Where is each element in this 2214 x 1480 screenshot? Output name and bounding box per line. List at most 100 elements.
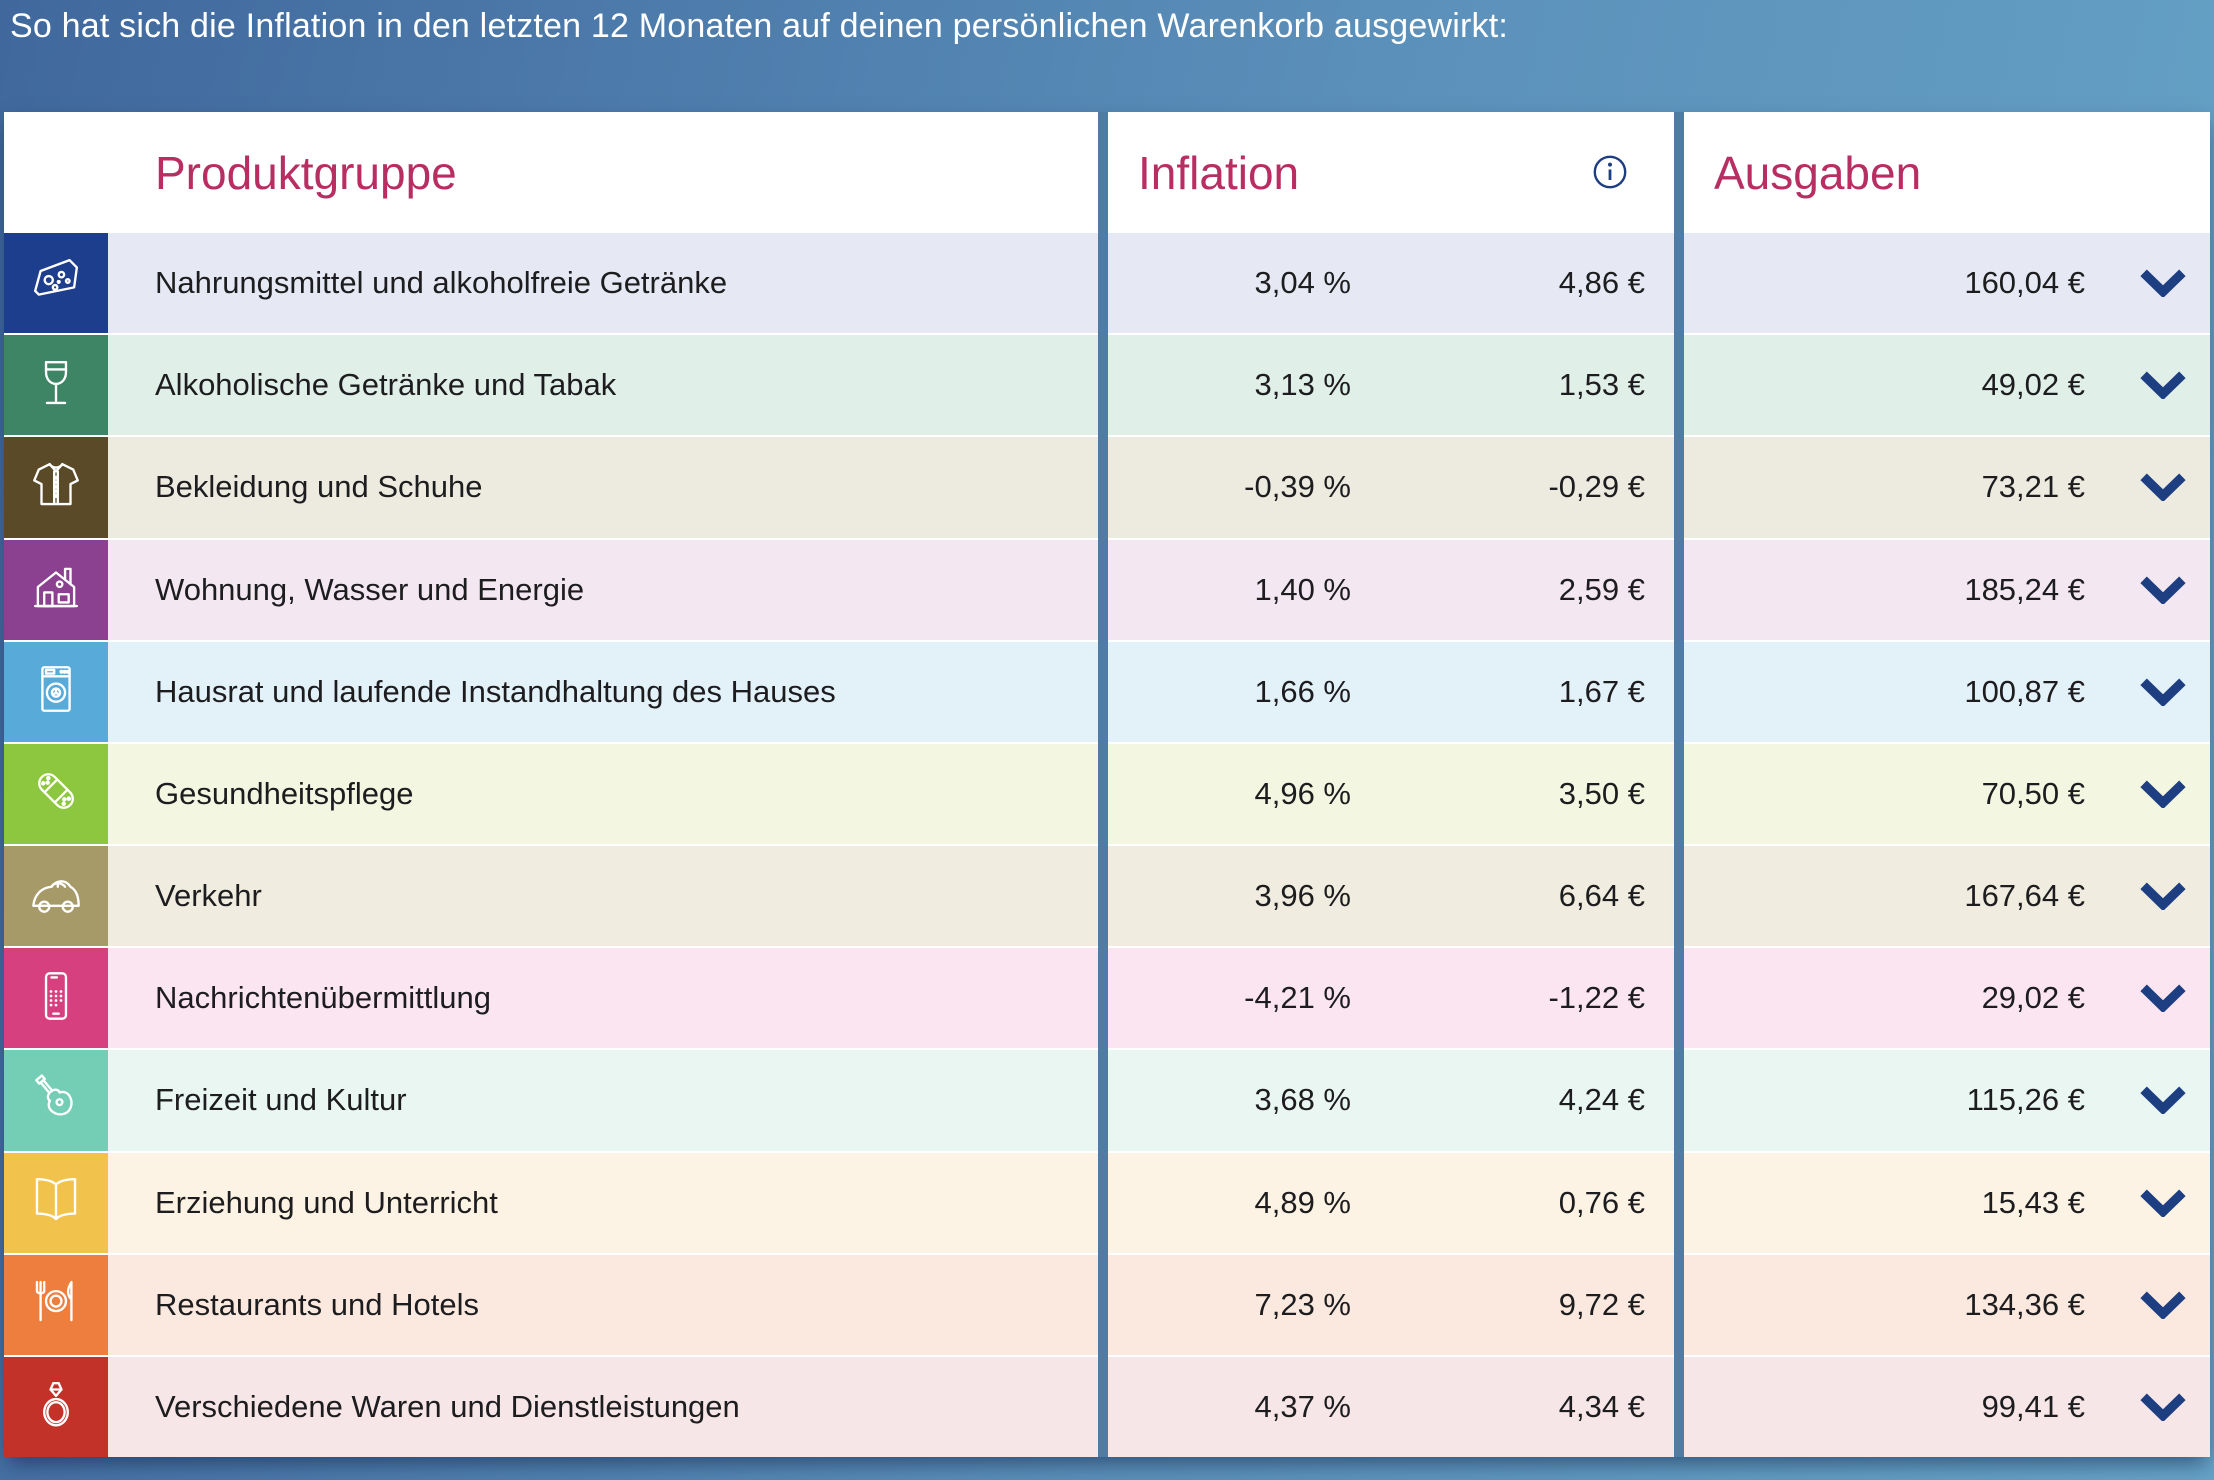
page-title: So hat sich die Inflation in den letzten… bbox=[10, 7, 1509, 45]
expenses-value: 49,02 € bbox=[1981, 367, 2085, 403]
inflation-euro-value: 4,86 € bbox=[1558, 265, 1645, 301]
inflation-percent-value: 3,04 % bbox=[1254, 265, 1351, 301]
expenses-value: 99,41 € bbox=[1981, 1388, 2085, 1424]
category-icon-tile bbox=[4, 437, 108, 538]
expand-row-button[interactable] bbox=[2139, 984, 2187, 1013]
inflation-percent-value: 7,23 % bbox=[1254, 1286, 1351, 1322]
ring-icon bbox=[27, 1375, 85, 1438]
chevron-down-icon bbox=[2140, 1291, 2186, 1319]
inflation-euro-value: 0,76 € bbox=[1558, 1184, 1645, 1220]
inflation-percent-value: 3,68 % bbox=[1254, 1082, 1351, 1118]
cheese-icon bbox=[27, 252, 85, 315]
book-icon bbox=[27, 1171, 85, 1234]
chevron-down-icon bbox=[2140, 576, 2186, 604]
category-label: Alkoholische Getränke und Tabak bbox=[155, 367, 617, 403]
category-icon-tile bbox=[4, 1254, 108, 1355]
inflation-table: Produktgruppe Inflation Ausgaben Nahrung… bbox=[4, 112, 2210, 1458]
expand-row-button[interactable] bbox=[2139, 678, 2187, 706]
category-icon-tile bbox=[4, 743, 108, 845]
chevron-down-icon bbox=[2140, 473, 2186, 502]
inflation-percent-value: 1,66 % bbox=[1254, 673, 1351, 709]
inflation-euro-value: 9,72 € bbox=[1558, 1286, 1645, 1322]
expand-row-button[interactable] bbox=[2139, 1086, 2187, 1115]
inflation-euro-value: 4,34 € bbox=[1558, 1388, 1645, 1424]
category-label: Verkehr bbox=[155, 878, 262, 914]
inflation-euro-value: -0,29 € bbox=[1548, 469, 1645, 505]
inflation-euro-value: 6,64 € bbox=[1558, 878, 1645, 914]
category-label: Bekleidung und Schuhe bbox=[155, 469, 483, 505]
inflation-euro-value: 4,24 € bbox=[1558, 1082, 1645, 1118]
table-row[interactable]: Erziehung und Unterricht 4,89 % 0,76 € 1… bbox=[4, 1152, 2210, 1253]
expand-row-button[interactable] bbox=[2139, 269, 2187, 298]
category-icon-tile bbox=[4, 233, 108, 334]
chevron-down-icon bbox=[2140, 780, 2186, 808]
expand-row-button[interactable] bbox=[2139, 473, 2187, 502]
guitar-icon bbox=[27, 1069, 85, 1132]
chevron-down-icon bbox=[2140, 1189, 2186, 1217]
column-header-inflation: Inflation bbox=[1138, 146, 1300, 199]
chevron-down-icon bbox=[2140, 984, 2186, 1013]
category-icon-tile bbox=[4, 948, 108, 1049]
chevron-down-icon bbox=[2140, 371, 2186, 400]
category-icon-tile bbox=[4, 1050, 108, 1151]
category-icon-tile bbox=[4, 539, 108, 640]
column-divider bbox=[1674, 112, 1684, 1457]
category-label: Verschiedene Waren und Dienstleistungen bbox=[155, 1388, 740, 1424]
shirt-icon bbox=[27, 456, 85, 519]
inflation-percent-value: 4,96 % bbox=[1254, 775, 1351, 811]
inflation-percent-value: 3,13 % bbox=[1254, 367, 1351, 403]
category-label: Erziehung und Unterricht bbox=[155, 1184, 498, 1220]
expenses-value: 160,04 € bbox=[1964, 265, 2085, 301]
column-header-produktgruppe: Produktgruppe bbox=[155, 146, 457, 199]
smartphone-icon bbox=[27, 967, 85, 1030]
inflation-euro-value: 1,67 € bbox=[1558, 673, 1645, 709]
chevron-down-icon bbox=[2140, 1393, 2186, 1421]
category-icon-tile bbox=[4, 641, 108, 742]
expenses-value: 15,43 € bbox=[1981, 1184, 2085, 1220]
expenses-value: 70,50 € bbox=[1981, 775, 2085, 811]
category-label: Gesundheitspflege bbox=[155, 775, 414, 811]
expenses-value: 115,26 € bbox=[1966, 1082, 2085, 1118]
washing-machine-icon bbox=[27, 660, 85, 723]
expenses-value: 100,87 € bbox=[1964, 673, 2085, 709]
category-icon-tile bbox=[4, 1356, 108, 1458]
expand-row-button[interactable] bbox=[2139, 371, 2187, 400]
inflation-euro-value: 2,59 € bbox=[1558, 571, 1645, 607]
expenses-value: 29,02 € bbox=[1981, 980, 2085, 1016]
category-label: Nahrungsmittel und alkoholfreie Getränke bbox=[155, 265, 728, 301]
inflation-euro-value: -1,22 € bbox=[1548, 980, 1645, 1016]
category-label: Wohnung, Wasser und Energie bbox=[155, 571, 585, 607]
band-aid-icon bbox=[27, 762, 85, 825]
inflation-percent-value: -0,39 % bbox=[1244, 469, 1351, 505]
column-header-ausgaben: Ausgaben bbox=[1714, 146, 1922, 199]
category-icon-tile bbox=[4, 335, 108, 436]
category-icon-tile bbox=[4, 1152, 108, 1253]
expand-row-button[interactable] bbox=[2139, 1189, 2187, 1217]
expand-row-button[interactable] bbox=[2139, 1393, 2187, 1421]
info-icon[interactable] bbox=[1593, 155, 1627, 189]
inflation-percent-value: -4,21 % bbox=[1244, 980, 1351, 1016]
chevron-down-icon bbox=[2140, 678, 2186, 706]
category-label: Nachrichtenübermittlung bbox=[155, 980, 492, 1016]
expand-row-button[interactable] bbox=[2139, 1291, 2187, 1319]
inflation-percent-value: 4,89 % bbox=[1254, 1184, 1351, 1220]
expand-row-button[interactable] bbox=[2139, 882, 2187, 911]
inflation-euro-value: 3,50 € bbox=[1558, 775, 1645, 811]
car-icon bbox=[27, 865, 85, 928]
category-icon-tile bbox=[4, 846, 108, 947]
expenses-value: 167,64 € bbox=[1964, 878, 2085, 914]
category-label: Restaurants und Hotels bbox=[155, 1286, 479, 1322]
chevron-down-icon bbox=[2140, 1086, 2186, 1115]
category-label: Freizeit und Kultur bbox=[155, 1082, 407, 1118]
restaurant-icon bbox=[27, 1273, 85, 1336]
inflation-percent-value: 4,37 % bbox=[1254, 1388, 1351, 1424]
inflation-percent-value: 3,96 % bbox=[1254, 878, 1351, 914]
inflation-percent-value: 1,40 % bbox=[1254, 571, 1351, 607]
expenses-value: 73,21 € bbox=[1981, 469, 2085, 505]
chevron-down-icon bbox=[2140, 269, 2186, 298]
expand-row-button[interactable] bbox=[2139, 780, 2187, 808]
expand-row-button[interactable] bbox=[2139, 576, 2187, 604]
wine-glass-icon bbox=[27, 354, 85, 417]
category-label: Hausrat und laufende Instandhaltung des … bbox=[155, 673, 836, 709]
